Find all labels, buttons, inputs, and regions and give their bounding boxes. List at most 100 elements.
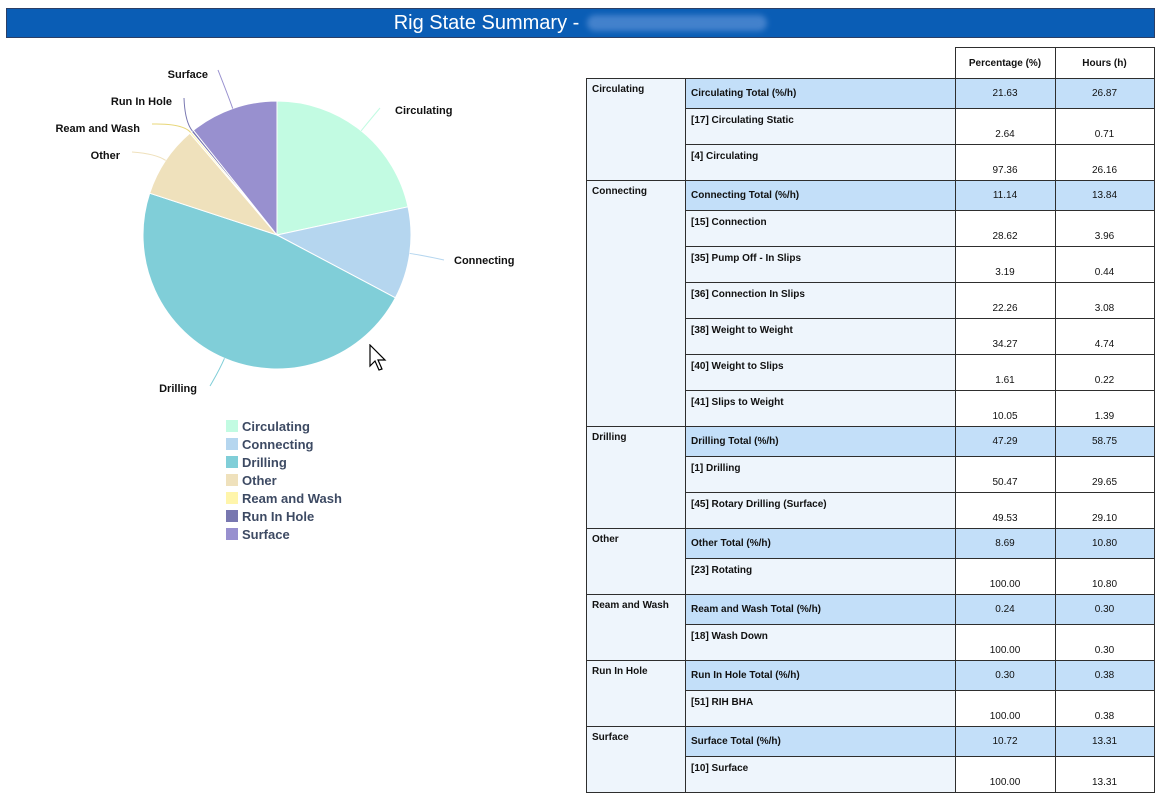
group-cell: Drilling [586, 426, 686, 529]
percentage-cell: 10.05 [954, 390, 1056, 427]
percentage-cell: 100.00 [954, 756, 1056, 793]
percentage-cell: 34.27 [954, 318, 1056, 355]
row-label-cell: Run In Hole Total (%/h) [685, 660, 956, 691]
rig-state-table: Percentage (%) Hours (h) Circulating Circ… [586, 47, 1155, 793]
percentage-cell: 3.19 [954, 246, 1056, 283]
hours-cell: 0.44 [1054, 246, 1155, 283]
row-label-cell: [35] Pump Off - In Slips [685, 246, 956, 283]
row-label-cell: [17] Circulating Static [685, 108, 956, 145]
table-row: Circulating Circulating Total (%/h) 21.63 2… [586, 78, 1155, 181]
legend-label: Run In Hole [242, 508, 315, 524]
percentage-cell: 47.29 [954, 426, 1056, 457]
percentage-cell: 0.30 [954, 660, 1056, 691]
table-row: [41] Slips to Weight 10.05 1.39 [587, 390, 1155, 427]
legend-item-ream-and-wash[interactable]: Ream and Wash [226, 489, 342, 507]
legend-label: Connecting [242, 436, 314, 452]
percentage-cell: 21.63 [954, 78, 1056, 109]
legend-swatch [226, 528, 238, 540]
table-row: Ream and Wash Ream and Wash Total (%/h) 0.… [586, 594, 1155, 661]
group-cell: Other [586, 528, 686, 595]
row-label-cell: [1] Drilling [685, 456, 956, 493]
table-row: [36] Connection In Slips 22.26 3.08 [587, 282, 1155, 319]
row-label-cell: [45] Rotary Drilling (Surface) [685, 492, 956, 529]
percentage-cell: 100.00 [954, 624, 1056, 661]
hours-cell: 10.80 [1054, 528, 1155, 559]
table-row: [38] Weight to Weight 34.27 4.74 [587, 318, 1155, 355]
row-label-cell: [10] Surface [685, 756, 956, 793]
hours-cell: 26.16 [1054, 144, 1155, 181]
table-row: [40] Weight to Slips 1.61 0.22 [587, 354, 1155, 391]
hours-cell: 0.38 [1054, 660, 1155, 691]
row-label-cell: [18] Wash Down [685, 624, 956, 661]
legend-item-run-in-hole[interactable]: Run In Hole [226, 507, 342, 525]
hours-cell: 0.30 [1054, 594, 1155, 625]
pie-label-other: Other [91, 150, 121, 162]
legend-item-drilling[interactable]: Drilling [226, 453, 342, 471]
pie-label-run-in-hole: Run In Hole [111, 96, 172, 108]
hours-cell: 3.08 [1054, 282, 1155, 319]
row-label-cell: Connecting Total (%/h) [685, 180, 956, 211]
legend-swatch [226, 438, 238, 450]
row-label-cell: Drilling Total (%/h) [685, 426, 956, 457]
legend-swatch [226, 456, 238, 468]
header-percentage: Percentage (%) [954, 47, 1056, 79]
percentage-cell: 8.69 [954, 528, 1056, 559]
group-cell: Ream and Wash [586, 594, 686, 661]
legend-label: Surface [242, 526, 290, 542]
legend-item-other[interactable]: Other [226, 471, 342, 489]
row-label-cell: [41] Slips to Weight [685, 390, 956, 427]
table-row: [45] Rotary Drilling (Surface) 49.53 29.10 [587, 492, 1155, 529]
hours-cell: 0.71 [1054, 108, 1155, 145]
hours-cell: 0.38 [1054, 690, 1155, 727]
percentage-cell: 97.36 [954, 144, 1056, 181]
table-row: [17] Circulating Static 2.64 0.71 [587, 108, 1155, 145]
pie-connector-run-in-hole [183, 97, 193, 132]
mouse-cursor-icon [369, 344, 387, 371]
pie-slice-circulating[interactable] [276, 100, 409, 236]
pie-slice-surface[interactable] [192, 100, 278, 237]
percentage-cell: 1.61 [954, 354, 1056, 391]
legend-label: Circulating [242, 418, 310, 434]
percentage-cell: 22.26 [954, 282, 1056, 319]
legend-swatch [226, 510, 238, 522]
hours-cell: 0.30 [1054, 624, 1155, 661]
hours-cell: 13.31 [1054, 726, 1155, 757]
pie-connector-other [131, 151, 166, 161]
hours-cell: 10.80 [1054, 558, 1155, 595]
group-cell: Surface [586, 726, 686, 793]
pie-slice-connecting[interactable] [275, 206, 412, 299]
legend-label: Ream and Wash [242, 490, 342, 506]
pie-label-ream-and-wash: Ream and Wash [55, 123, 140, 135]
legend-label: Drilling [242, 454, 287, 470]
table-row: [15] Connection 28.62 3.96 [587, 210, 1155, 247]
table-row: Drilling Drilling Total (%/h) 47.29 58.75 [586, 426, 1155, 529]
page-title: Rig State Summary - [393, 11, 580, 34]
pie-connector-surface [217, 69, 234, 109]
table-row: [35] Pump Off - In Slips 3.19 0.44 [587, 246, 1155, 283]
row-label-cell: [36] Connection In Slips [685, 282, 956, 319]
pie-label-connecting: Connecting [454, 255, 515, 267]
legend-item-circulating[interactable]: Circulating [226, 417, 342, 435]
hours-cell: 4.74 [1054, 318, 1155, 355]
hours-cell: 29.10 [1054, 492, 1155, 529]
legend-swatch [226, 474, 238, 486]
row-label-cell: [51] RIH BHA [685, 690, 956, 727]
table-row: [23] Rotating 100.00 10.80 [587, 558, 1155, 595]
chart-legend: Circulating Connecting Drilling Other Ream a… [226, 417, 342, 543]
percentage-cell: 28.62 [954, 210, 1056, 247]
legend-item-connecting[interactable]: Connecting [226, 435, 342, 453]
row-label-cell: [23] Rotating [685, 558, 956, 595]
hours-cell: 13.84 [1054, 180, 1155, 211]
redacted-well-name [587, 15, 768, 31]
legend-swatch [226, 420, 238, 432]
header-blank-label [685, 47, 955, 79]
pie-connector-circulating [360, 107, 381, 132]
hours-cell: 3.96 [1054, 210, 1155, 247]
legend-item-surface[interactable]: Surface [226, 525, 342, 543]
hours-cell: 26.87 [1054, 78, 1155, 109]
percentage-cell: 100.00 [954, 690, 1056, 727]
title-bar: Rig State Summary - [6, 8, 1155, 38]
legend-label: Other [242, 472, 277, 488]
pie-label-circulating: Circulating [395, 105, 452, 117]
table-row: Surface Surface Total (%/h) 10.72 13.31 [586, 726, 1155, 793]
